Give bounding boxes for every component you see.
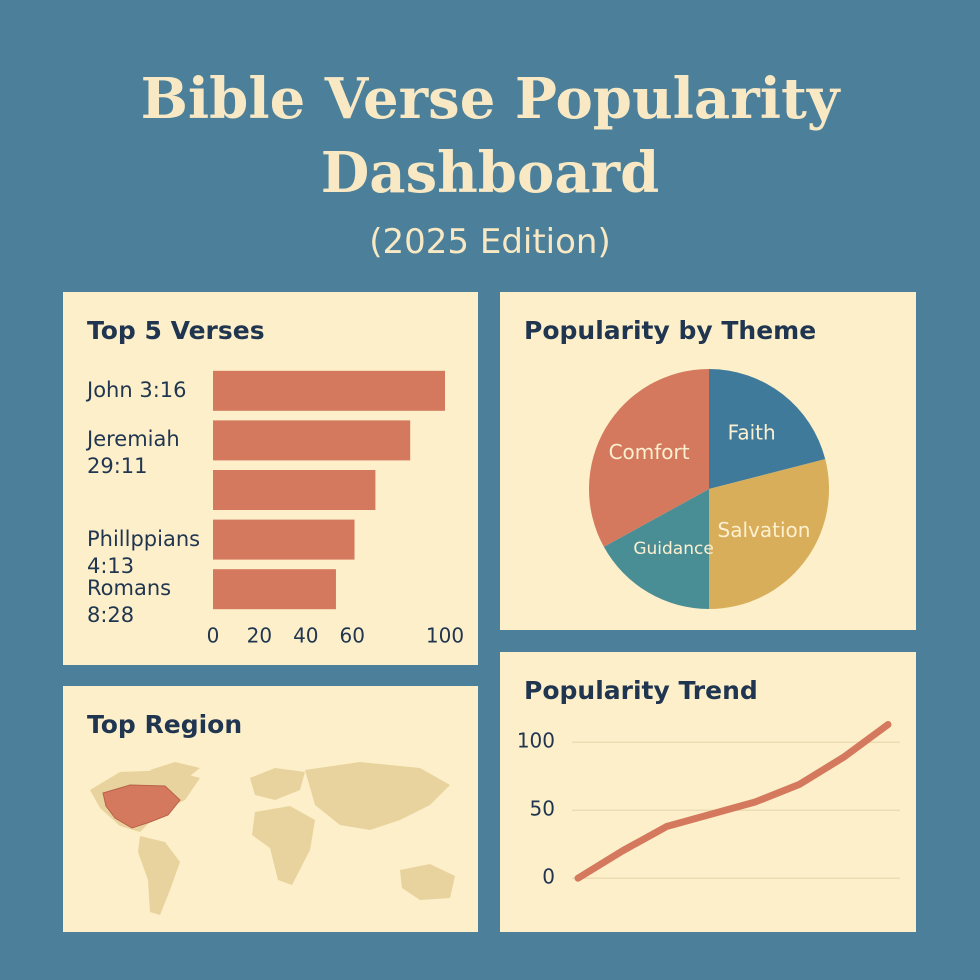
bar — [213, 420, 411, 461]
y-tick-label: John 3:16 — [87, 377, 187, 402]
pie-slice — [589, 369, 709, 547]
pie-slice — [709, 369, 826, 489]
highlighted-region — [102, 784, 181, 829]
pie-slice — [709, 459, 829, 609]
trend-line — [574, 721, 892, 882]
y-tick-label: Romans 8:28 — [87, 576, 172, 628]
y-tick-label: 0 — [542, 865, 555, 889]
canada-north — [150, 762, 200, 776]
panel-title: Popularity Trend — [524, 676, 758, 705]
south-america — [138, 836, 180, 915]
slice-label: Salvation — [718, 518, 811, 542]
dashboard-title: Bible Verse Popularity Dashboard — [140, 66, 840, 206]
africa — [252, 806, 315, 885]
australia — [400, 864, 455, 900]
bar — [213, 470, 376, 510]
asia — [305, 762, 450, 830]
y-tick-label: 100 — [517, 729, 555, 753]
slice-label: Guidance — [633, 539, 713, 559]
panel-title: Top 5 Verses — [87, 316, 265, 345]
bar — [213, 569, 336, 610]
europe — [250, 768, 305, 800]
x-tick-label: 0 — [207, 624, 220, 648]
x-tick-label: 40 — [293, 624, 318, 648]
panel-title: Top Region — [87, 710, 242, 739]
x-tick-label: 20 — [247, 624, 272, 648]
slice-label: Comfort — [609, 440, 690, 464]
panel — [500, 652, 916, 932]
x-tick-label: 60 — [339, 624, 364, 648]
slice-label: Faith — [728, 421, 776, 445]
y-tick-label: 50 — [530, 797, 555, 821]
bar — [213, 519, 355, 560]
y-tick-label: Phillppians 4:13 — [87, 526, 201, 578]
dashboard-subtitle: (2025 Edition) — [369, 222, 611, 262]
y-tick-label: Jeremiah 29:11 — [87, 427, 180, 479]
panel-title: Popularity by Theme — [524, 316, 816, 345]
world-map — [90, 762, 455, 915]
bar — [213, 370, 445, 411]
x-tick-label: 100 — [426, 624, 464, 648]
pie-slice — [603, 489, 709, 609]
